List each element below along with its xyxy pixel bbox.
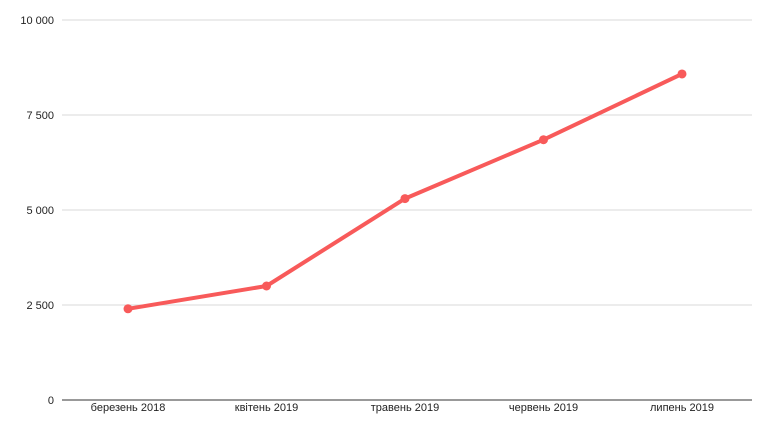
y-tick-label: 10 000 [20, 15, 54, 27]
x-tick-label: квітень 2019 [235, 402, 298, 414]
x-axis-tick-labels: березень 2018 квітень 2019 травень 2019 чер… [91, 402, 714, 414]
y-tick-label: 0 [48, 395, 54, 407]
y-tick-label: 7 500 [26, 110, 54, 122]
x-tick-label: червень 2019 [509, 402, 578, 414]
data-point[interactable] [262, 281, 271, 291]
x-tick-label: липень 2019 [650, 402, 714, 414]
data-point[interactable] [400, 194, 410, 204]
data-point[interactable] [539, 135, 548, 145]
y-tick-label: 2 500 [26, 300, 54, 312]
gridlines [62, 19, 752, 401]
y-axis-tick-labels: 0 2 500 5 000 7 500 10 000 [20, 15, 54, 407]
series-line [126, 71, 684, 311]
data-point[interactable] [677, 69, 687, 79]
series-layer [123, 69, 687, 314]
x-tick-label: березень 2018 [91, 402, 166, 414]
data-point[interactable] [123, 304, 133, 314]
x-tick-label: травень 2019 [371, 402, 439, 414]
y-tick-label: 5 000 [26, 205, 54, 217]
